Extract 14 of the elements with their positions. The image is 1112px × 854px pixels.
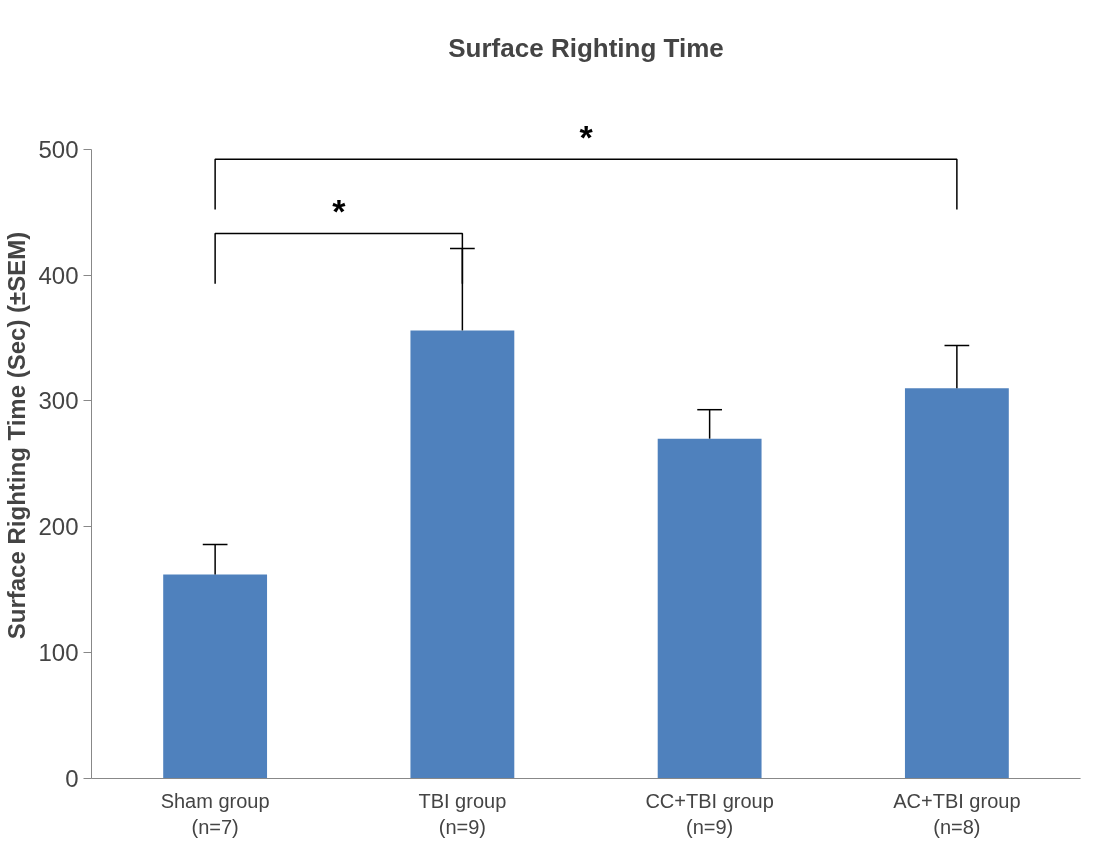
x-tick-label: CC+TBI group (n=9) bbox=[645, 789, 774, 838]
y-axis-title: Surface Righting Time (Sec) (±SEM) bbox=[3, 231, 31, 640]
y-tick-label: 400 bbox=[38, 261, 79, 289]
chart-title: Surface Righting Time bbox=[448, 32, 724, 63]
y-tick-label: 200 bbox=[38, 513, 79, 541]
y-tick-label: 500 bbox=[38, 135, 79, 163]
x-tick-label: Sham group (n=7) bbox=[160, 789, 270, 838]
annotation: * bbox=[579, 118, 594, 157]
y-tick-label: 100 bbox=[38, 639, 79, 667]
x-tick-label: TBI group (n=9) bbox=[418, 789, 507, 838]
x-tick-label: AC+TBI group (n=8) bbox=[893, 789, 1021, 838]
y-tick-label: 300 bbox=[38, 387, 79, 415]
y-tick-label: 0 bbox=[65, 765, 79, 792]
annotation: * bbox=[332, 192, 347, 231]
